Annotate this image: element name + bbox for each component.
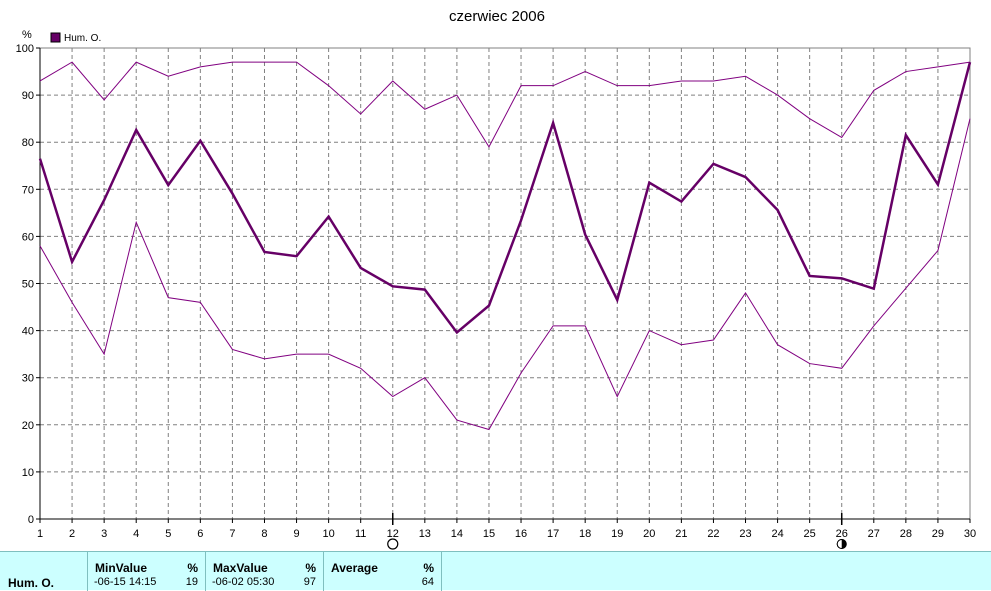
x-tick-label: 2: [69, 528, 75, 540]
x-tick-label: 12: [387, 528, 399, 540]
series-line-average: [38, 61, 972, 335]
x-tick-label: 19: [611, 528, 623, 540]
legend-swatch: [50, 32, 61, 43]
y-tick-label: 60: [22, 231, 34, 243]
x-tick-label: 13: [419, 528, 431, 540]
y-tick-label: 0: [28, 514, 34, 526]
x-tick-label: 15: [483, 528, 495, 540]
grid-lines: [40, 48, 970, 519]
min-value-heading: MinValue: [95, 561, 148, 575]
full-moon-icon: [836, 539, 847, 549]
x-tick-label: 29: [932, 528, 944, 540]
x-tick-label: 3: [101, 528, 107, 540]
y-tick-label: 70: [22, 184, 34, 196]
x-tick-label: 26: [836, 528, 848, 540]
series-line-min: [39, 118, 971, 431]
legend-label: Hum. O.: [64, 33, 101, 44]
stats-avg-cell: Average % 64: [324, 552, 442, 591]
average-unit: %: [423, 561, 434, 575]
x-tick-label: 22: [707, 528, 719, 540]
series-line-max: [39, 61, 971, 148]
min-value-unit: %: [187, 561, 198, 575]
y-tick-label: 10: [22, 467, 34, 479]
y-tick-label: 80: [22, 137, 34, 149]
y-tick-label: 100: [16, 43, 34, 55]
moon-light-half: [837, 539, 842, 549]
y-tick-label: 30: [22, 373, 34, 385]
max-value: 97: [303, 576, 316, 588]
x-tick-label: 11: [355, 528, 366, 540]
min-value: 19: [185, 576, 198, 588]
x-tick-label: 1: [37, 528, 43, 540]
x-tick-label: 10: [322, 528, 334, 540]
x-tick-label: 25: [804, 528, 816, 540]
y-axis-unit-label: %: [22, 29, 32, 41]
average-value: 64: [421, 576, 434, 588]
x-tick-label: 27: [868, 528, 880, 540]
x-tick-label: 24: [771, 528, 783, 540]
x-tick-label: 16: [515, 528, 527, 540]
x-tick-label: 9: [293, 528, 299, 540]
legend: Hum. O.: [50, 32, 101, 44]
stats-max-cell: MaxValue % -06-02 05:30 97: [206, 552, 324, 591]
series-lines: [38, 61, 972, 431]
x-tick-label: 8: [261, 528, 267, 540]
x-tick-label: 5: [165, 528, 171, 540]
x-tick-label: 14: [451, 528, 463, 540]
stats-series-label: Hum. O.: [8, 576, 55, 590]
x-tick-label: 17: [547, 528, 559, 540]
moon-outline: [836, 539, 847, 549]
new-moon-icon: [387, 538, 399, 550]
x-tick-label: 23: [739, 528, 751, 540]
stats-series-cell: Hum. O.: [0, 552, 88, 591]
x-tick-label: 30: [964, 528, 976, 540]
max-value-heading: MaxValue: [213, 561, 268, 575]
y-tick-label: 90: [22, 90, 34, 102]
max-value-date: -06-02 05:30: [212, 576, 275, 588]
stats-panel: Hum. O. MinValue % -06-15 14:15 19 MaxVa…: [0, 551, 991, 591]
y-tick-label: 20: [22, 420, 34, 432]
y-tick-label: 50: [22, 279, 34, 291]
x-tick-label: 6: [197, 528, 203, 540]
y-tick-label: 40: [22, 326, 34, 338]
x-tick-label: 20: [643, 528, 655, 540]
x-tick-label: 4: [133, 528, 139, 540]
x-tick-label: 7: [229, 528, 235, 540]
stats-min-cell: MinValue % -06-15 14:15 19: [88, 552, 206, 591]
x-tick-label: 21: [675, 528, 687, 540]
moon-phase-markers: [387, 513, 847, 550]
min-value-date: -06-15 14:15: [94, 576, 157, 588]
max-value-unit: %: [305, 561, 316, 575]
chart-title: czerwiec 2006: [449, 8, 545, 25]
x-tick-label: 18: [579, 528, 591, 540]
average-heading: Average: [331, 561, 378, 575]
x-tick-label: 28: [900, 528, 912, 540]
